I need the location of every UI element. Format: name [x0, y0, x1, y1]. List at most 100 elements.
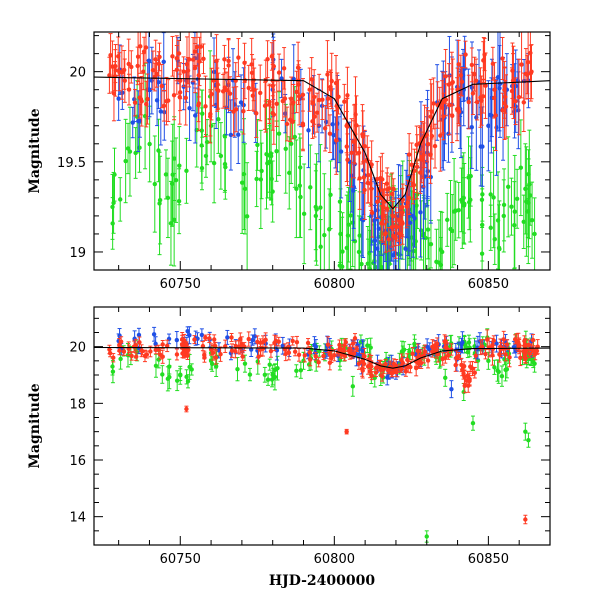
data-point: [267, 358, 272, 371]
data-point: [502, 66, 507, 140]
point-marker: [325, 96, 331, 101]
point-marker: [236, 55, 241, 60]
point-marker: [274, 348, 280, 353]
point-marker: [242, 186, 248, 192]
point-marker: [112, 172, 117, 177]
data-point: [168, 180, 174, 266]
point-marker: [189, 367, 194, 372]
data-point: [145, 73, 150, 125]
data-point: [470, 415, 476, 431]
data-point: [383, 213, 388, 253]
data-point: [203, 75, 208, 138]
data-point: [132, 88, 138, 117]
point-marker: [203, 153, 209, 159]
data-point: [391, 220, 396, 251]
data-point: [384, 172, 390, 195]
point-marker: [470, 91, 476, 96]
point-marker: [525, 60, 531, 65]
point-marker: [345, 233, 351, 238]
data-point: [212, 341, 218, 351]
point-marker: [480, 144, 485, 149]
point-marker: [448, 226, 453, 232]
point-marker: [272, 340, 277, 346]
panel-1: 60750 60800 60850 19 19.5 20 Magnitude: [27, 31, 551, 292]
data-point: [353, 76, 358, 153]
point-marker: [346, 348, 352, 353]
point-marker: [418, 210, 423, 215]
data-point: [301, 163, 307, 265]
data-point: [116, 76, 121, 121]
data-point: [215, 58, 220, 111]
point-marker: [456, 106, 461, 111]
point-marker: [156, 61, 162, 67]
y-axis-label: Magnitude: [27, 108, 43, 193]
point-marker: [157, 201, 162, 206]
data-point: [239, 336, 244, 352]
point-marker: [298, 165, 303, 170]
data-point: [337, 344, 343, 352]
point-marker: [161, 59, 166, 65]
data-point: [254, 88, 259, 138]
point-marker: [360, 134, 366, 139]
point-marker: [129, 64, 134, 70]
point-marker: [320, 97, 325, 102]
point-marker: [228, 132, 234, 138]
point-marker: [492, 365, 497, 370]
point-marker: [309, 77, 314, 82]
data-point: [141, 36, 147, 67]
point-marker: [327, 131, 333, 136]
point-marker: [152, 181, 157, 187]
data-point: [354, 95, 359, 156]
point-marker: [165, 195, 171, 201]
data-point: [276, 91, 282, 177]
point-marker: [137, 340, 142, 345]
point-marker: [183, 95, 188, 101]
data-point: [365, 162, 371, 204]
plot-frame: [93, 31, 551, 271]
data-point: [456, 39, 461, 89]
point-marker: [375, 246, 380, 251]
point-marker: [443, 375, 448, 381]
point-marker: [249, 62, 254, 67]
data-point: [313, 351, 318, 361]
data-point: [414, 134, 420, 200]
point-marker: [174, 337, 180, 343]
point-marker: [244, 214, 250, 219]
data-point: [218, 346, 223, 362]
point-marker: [325, 342, 331, 347]
data-point: [270, 367, 276, 381]
data-point: [229, 343, 235, 358]
data-point: [134, 352, 139, 361]
point-marker: [283, 146, 288, 151]
data-point: [320, 79, 325, 121]
data-point: [298, 137, 303, 198]
point-marker: [208, 347, 214, 352]
point-marker: [313, 353, 318, 359]
data-point: [359, 182, 365, 257]
point-marker: [215, 82, 220, 87]
data-point: [118, 336, 124, 348]
data-point: [201, 43, 206, 75]
data-point: [177, 126, 182, 206]
data-point: [292, 347, 298, 357]
point-marker: [313, 344, 319, 349]
y-tick-label: 20: [69, 66, 86, 81]
point-marker: [466, 340, 472, 345]
point-marker: [390, 213, 396, 219]
point-marker: [387, 186, 392, 191]
plot-area: [94, 32, 550, 270]
point-marker: [519, 62, 524, 67]
data-point: [211, 122, 217, 204]
point-marker: [305, 340, 311, 346]
point-marker: [258, 177, 264, 182]
point-marker: [173, 177, 179, 183]
data-point: [203, 334, 208, 341]
data-point: [329, 52, 334, 110]
point-marker: [338, 231, 343, 237]
point-marker: [359, 261, 364, 267]
data-point: [140, 347, 145, 356]
data-point: [192, 335, 197, 345]
series-green: [110, 328, 537, 543]
data-point: [354, 345, 359, 352]
data-point: [342, 339, 347, 352]
